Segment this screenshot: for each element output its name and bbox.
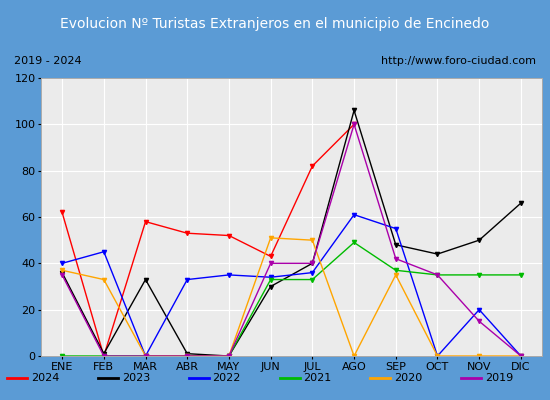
Text: 2023: 2023: [122, 373, 150, 383]
Text: 2019 - 2024: 2019 - 2024: [14, 56, 81, 66]
Text: 2021: 2021: [303, 373, 332, 383]
Text: 2020: 2020: [394, 373, 422, 383]
Text: 2019: 2019: [485, 373, 513, 383]
Text: http://www.foro-ciudad.com: http://www.foro-ciudad.com: [381, 56, 536, 66]
Text: 2024: 2024: [31, 373, 59, 383]
Text: 2022: 2022: [212, 373, 241, 383]
Text: Evolucion Nº Turistas Extranjeros en el municipio de Encinedo: Evolucion Nº Turistas Extranjeros en el …: [60, 17, 490, 31]
